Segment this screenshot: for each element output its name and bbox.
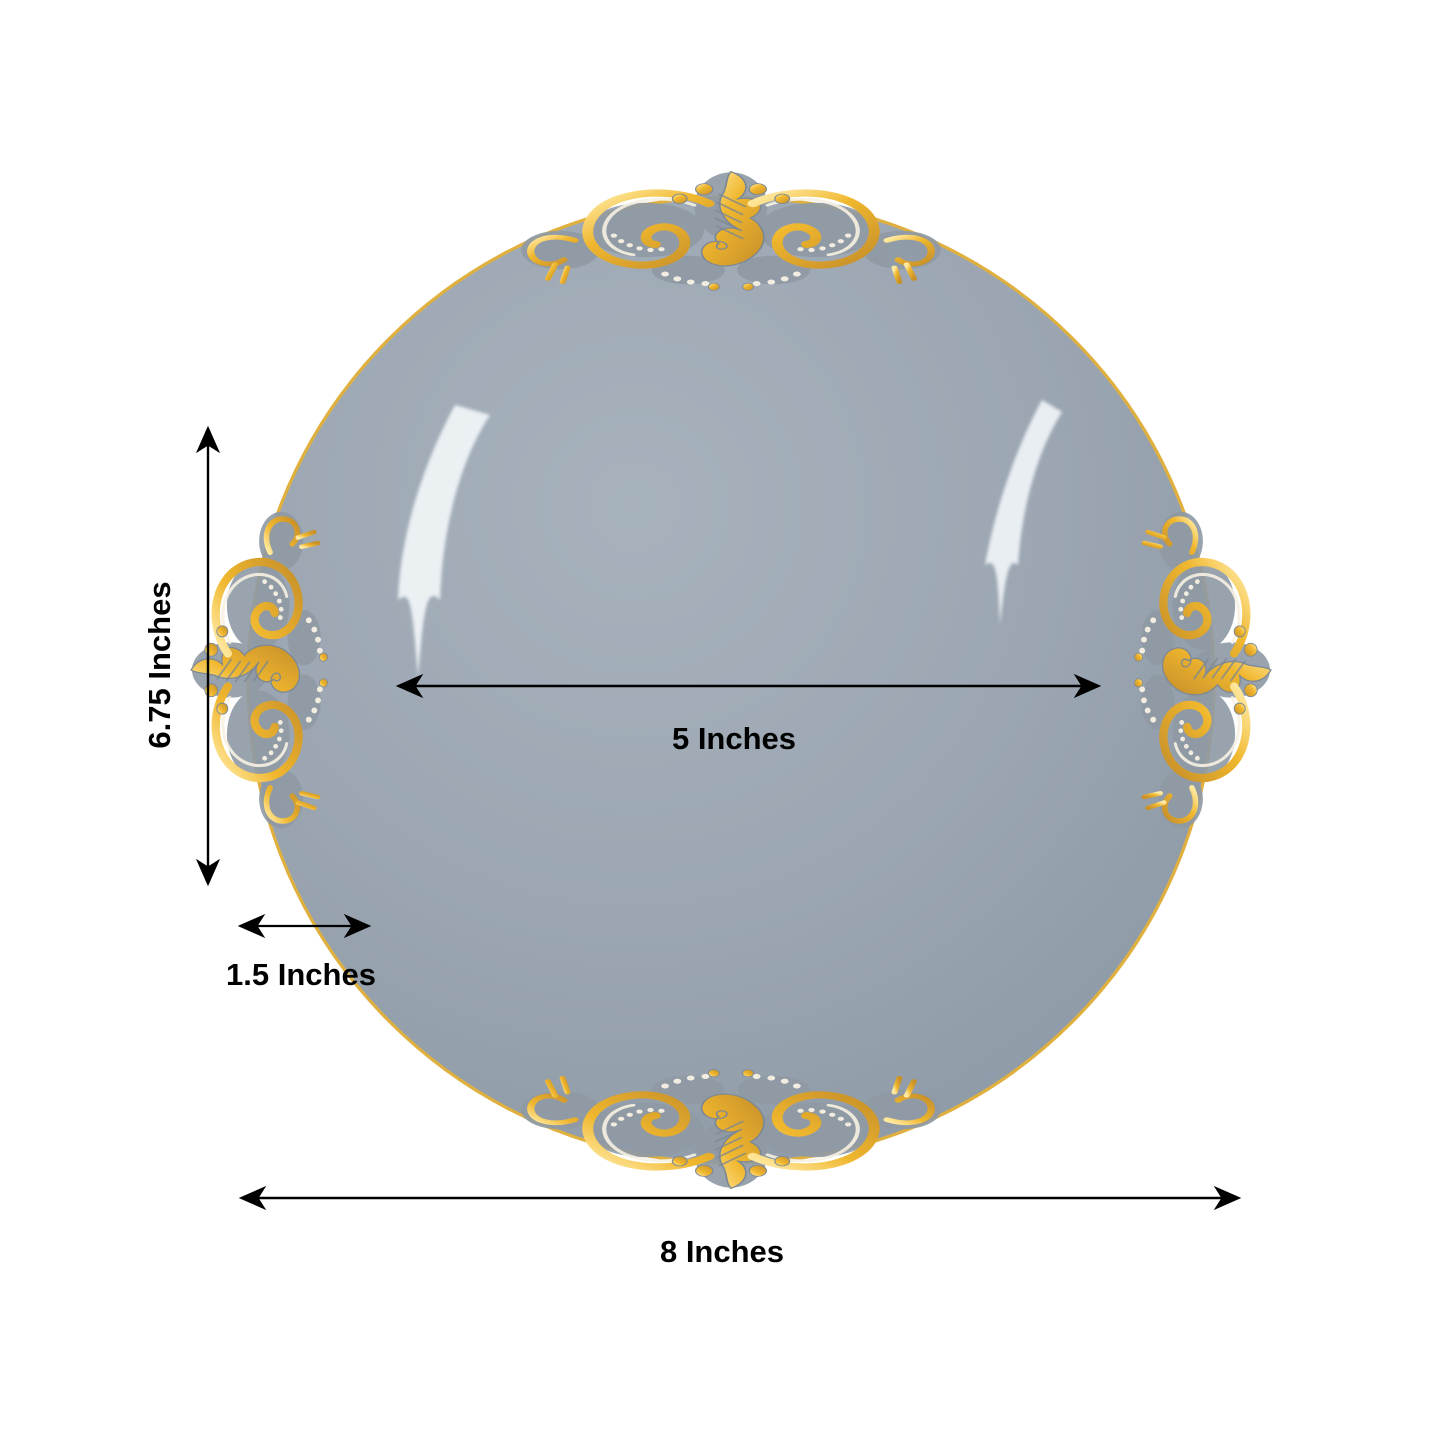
svg-text:5 Inches: 5 Inches (672, 721, 796, 756)
svg-text:6.75 Inches: 6.75 Inches (142, 581, 177, 748)
svg-text:8 Inches: 8 Inches (660, 1234, 784, 1269)
svg-text:1.5 Inches: 1.5 Inches (226, 957, 376, 992)
